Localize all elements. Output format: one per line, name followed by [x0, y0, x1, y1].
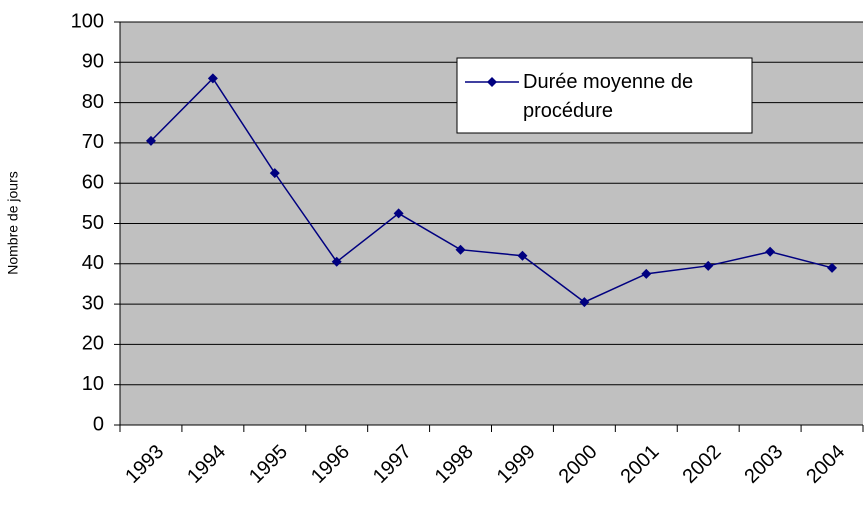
- x-tick-label: 1997: [369, 441, 416, 488]
- x-tick-label: 2000: [555, 441, 602, 488]
- data-point: [331, 256, 342, 267]
- y-tick-label: 10: [82, 373, 104, 395]
- y-tick-label: 100: [71, 10, 104, 32]
- x-tick-label: 1995: [245, 441, 292, 488]
- x-tick-label: 1999: [493, 441, 540, 488]
- y-tick-label: 90: [82, 51, 104, 73]
- data-point: [455, 244, 466, 255]
- y-tick-label: 60: [82, 171, 104, 193]
- x-tick-label: 2002: [678, 441, 725, 488]
- y-tick-label: 80: [82, 91, 104, 113]
- y-tick-label: 70: [82, 131, 104, 153]
- data-point: [517, 250, 528, 261]
- data-point: [703, 260, 714, 271]
- legend-label: Durée moyenne de procédure: [523, 71, 694, 122]
- x-tick-label: 1998: [431, 441, 478, 488]
- y-tick-label: 20: [82, 333, 104, 355]
- data-point: [827, 262, 838, 273]
- y-tick-label: 30: [82, 292, 104, 314]
- data-point: [269, 168, 280, 179]
- legend-marker: [487, 77, 497, 87]
- series-line: [150, 77, 833, 303]
- data-point: [765, 246, 776, 257]
- x-tick-label: 2004: [802, 441, 849, 488]
- data-point: [579, 297, 590, 308]
- data-point: [641, 268, 652, 279]
- x-tick-label: 2003: [740, 441, 787, 488]
- legend-box: [456, 57, 753, 134]
- y-tick-label: 0: [93, 413, 104, 435]
- x-tick-label: 1993: [121, 441, 168, 488]
- x-tick-label: 2001: [617, 441, 664, 488]
- legend-label-box: Durée moyenne de procédure: [523, 71, 694, 122]
- y-tick-label: 50: [82, 212, 104, 234]
- x-tick-label: 1996: [307, 441, 354, 488]
- y-axis-label: Nombre de jours: [5, 171, 21, 275]
- data-point: [207, 73, 218, 84]
- x-tick-label: 1994: [183, 441, 230, 488]
- data-point: [393, 208, 404, 219]
- data-point: [145, 135, 156, 146]
- y-tick-label: 40: [82, 252, 104, 274]
